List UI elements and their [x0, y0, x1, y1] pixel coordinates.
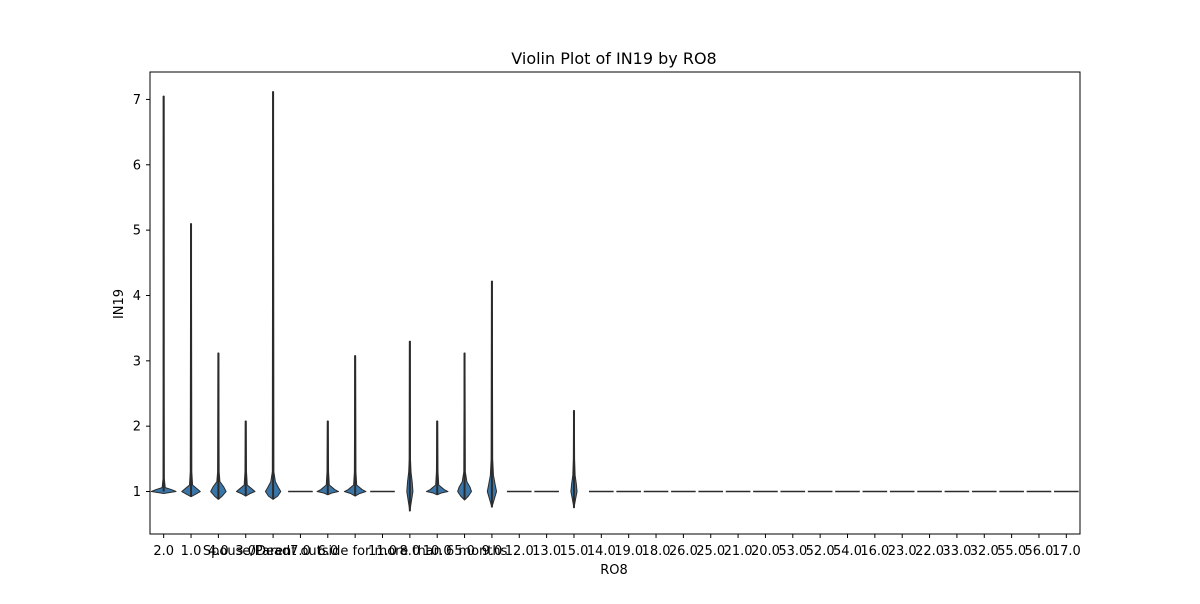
- plot-frame: [149, 71, 1081, 535]
- x-tick-label: 12.0: [505, 544, 534, 559]
- x-tick-label: 17.0: [1052, 544, 1081, 559]
- y-tick-label: 3: [133, 354, 141, 369]
- violin-series: [150, 91, 1079, 512]
- x-tick-label: 52.0: [806, 544, 835, 559]
- y-tick-label: 1: [133, 485, 141, 500]
- x-tick-label: 54.0: [833, 544, 862, 559]
- x-tick-label: 10.0: [423, 544, 452, 559]
- x-tick-label: 1.0: [181, 544, 202, 559]
- x-tick-label: 15.0: [559, 544, 588, 559]
- y-axis-label: IN19: [112, 289, 127, 319]
- x-tick-label: 13.0: [532, 544, 561, 559]
- x-tick-label: 56.0: [1024, 544, 1053, 559]
- x-tick-label: 6.0: [317, 544, 338, 559]
- y-axis: 1 2 3 4 5 6 7: [133, 93, 150, 500]
- x-tick-label: 2.0: [153, 544, 174, 559]
- x-tick-label: 19.0: [614, 544, 643, 559]
- x-tick-label: 26.0: [669, 544, 698, 559]
- x-tick-label: 16.0: [860, 544, 889, 559]
- y-tick-label: 5: [133, 224, 141, 239]
- x-tick-label: 55.0: [997, 544, 1026, 559]
- y-tick-label: 7: [133, 93, 141, 108]
- y-tick-label: 6: [133, 158, 141, 173]
- x-tick-label: Spouse/Parent outside for more than 6 mo…: [203, 544, 508, 559]
- x-tick-label: 20.0: [751, 544, 780, 559]
- chart-title: Violin Plot of IN19 by RO8: [511, 49, 716, 68]
- x-tick-label: Dead: [256, 544, 290, 559]
- x-tick-label: 21.0: [724, 544, 753, 559]
- x-tick-label: 25.0: [696, 544, 725, 559]
- x-tick-label: 23.0: [888, 544, 917, 559]
- x-tick-label: 32.0: [970, 544, 999, 559]
- x-tick-label: 14.0: [587, 544, 616, 559]
- x-tick-label: 4.0: [208, 544, 229, 559]
- x-tick-label: 33.0: [942, 544, 971, 559]
- x-tick-label: 3.0: [235, 544, 256, 559]
- x-tick-label: 9.0: [482, 544, 503, 559]
- x-tick-label: 11.0: [368, 544, 397, 559]
- x-tick-label: 53.0: [778, 544, 807, 559]
- x-tick-label: 8.0: [400, 544, 421, 559]
- y-tick-label: 4: [133, 289, 141, 304]
- x-tick-label: 7.0: [290, 544, 311, 559]
- x-axis-label: RO8: [600, 563, 628, 578]
- y-tick-label: 2: [133, 420, 141, 435]
- x-tick-label: 18.0: [642, 544, 671, 559]
- x-tick-label: 22.0: [915, 544, 944, 559]
- x-tick-label: 5.0: [454, 544, 475, 559]
